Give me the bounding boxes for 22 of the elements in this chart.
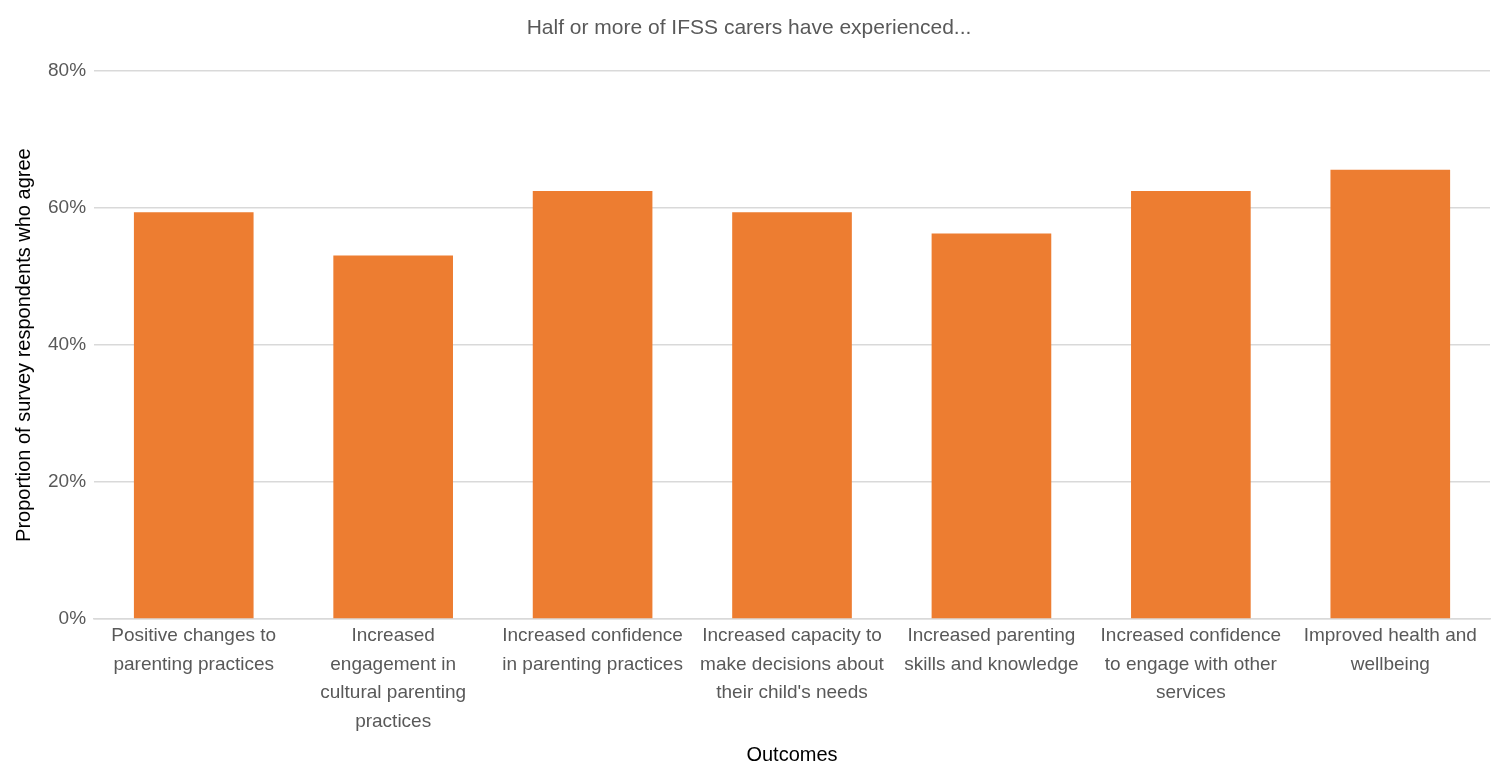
y-tick-label: 20% (48, 470, 87, 492)
x-axis-title: Outcomes (746, 742, 838, 765)
x-tick-label: Increased confidence to engage with other services (1100, 624, 1282, 703)
bar (333, 255, 453, 619)
x-tick-label: Increased engagement in cultural parenting practices (320, 624, 467, 731)
x-tick-label: Positive changes to parenting practices (111, 624, 277, 674)
bar (931, 233, 1052, 619)
y-axis-title: Proportion of survey respondents who agree (11, 148, 34, 542)
x-tick-label: Increased capacity to make decisions about their child's needs (700, 624, 885, 703)
bar (732, 212, 852, 619)
y-tick-label: 80% (48, 59, 87, 81)
bar (1131, 191, 1251, 619)
bar (532, 191, 653, 619)
y-tick-label: 0% (58, 607, 87, 629)
y-tick-label: 40% (48, 333, 87, 355)
y-tick-label: 60% (48, 196, 87, 218)
x-tick-label: Increased confidence in parenting practices (502, 624, 683, 674)
bar (1330, 169, 1451, 619)
x-tick-label: Increased parenting skills and knowledge (904, 624, 1079, 674)
x-tick-label: Improved health and wellbeing (1303, 624, 1477, 674)
chart-title: Half or more of IFSS carers have experienced... (526, 15, 972, 39)
bar (133, 212, 254, 619)
